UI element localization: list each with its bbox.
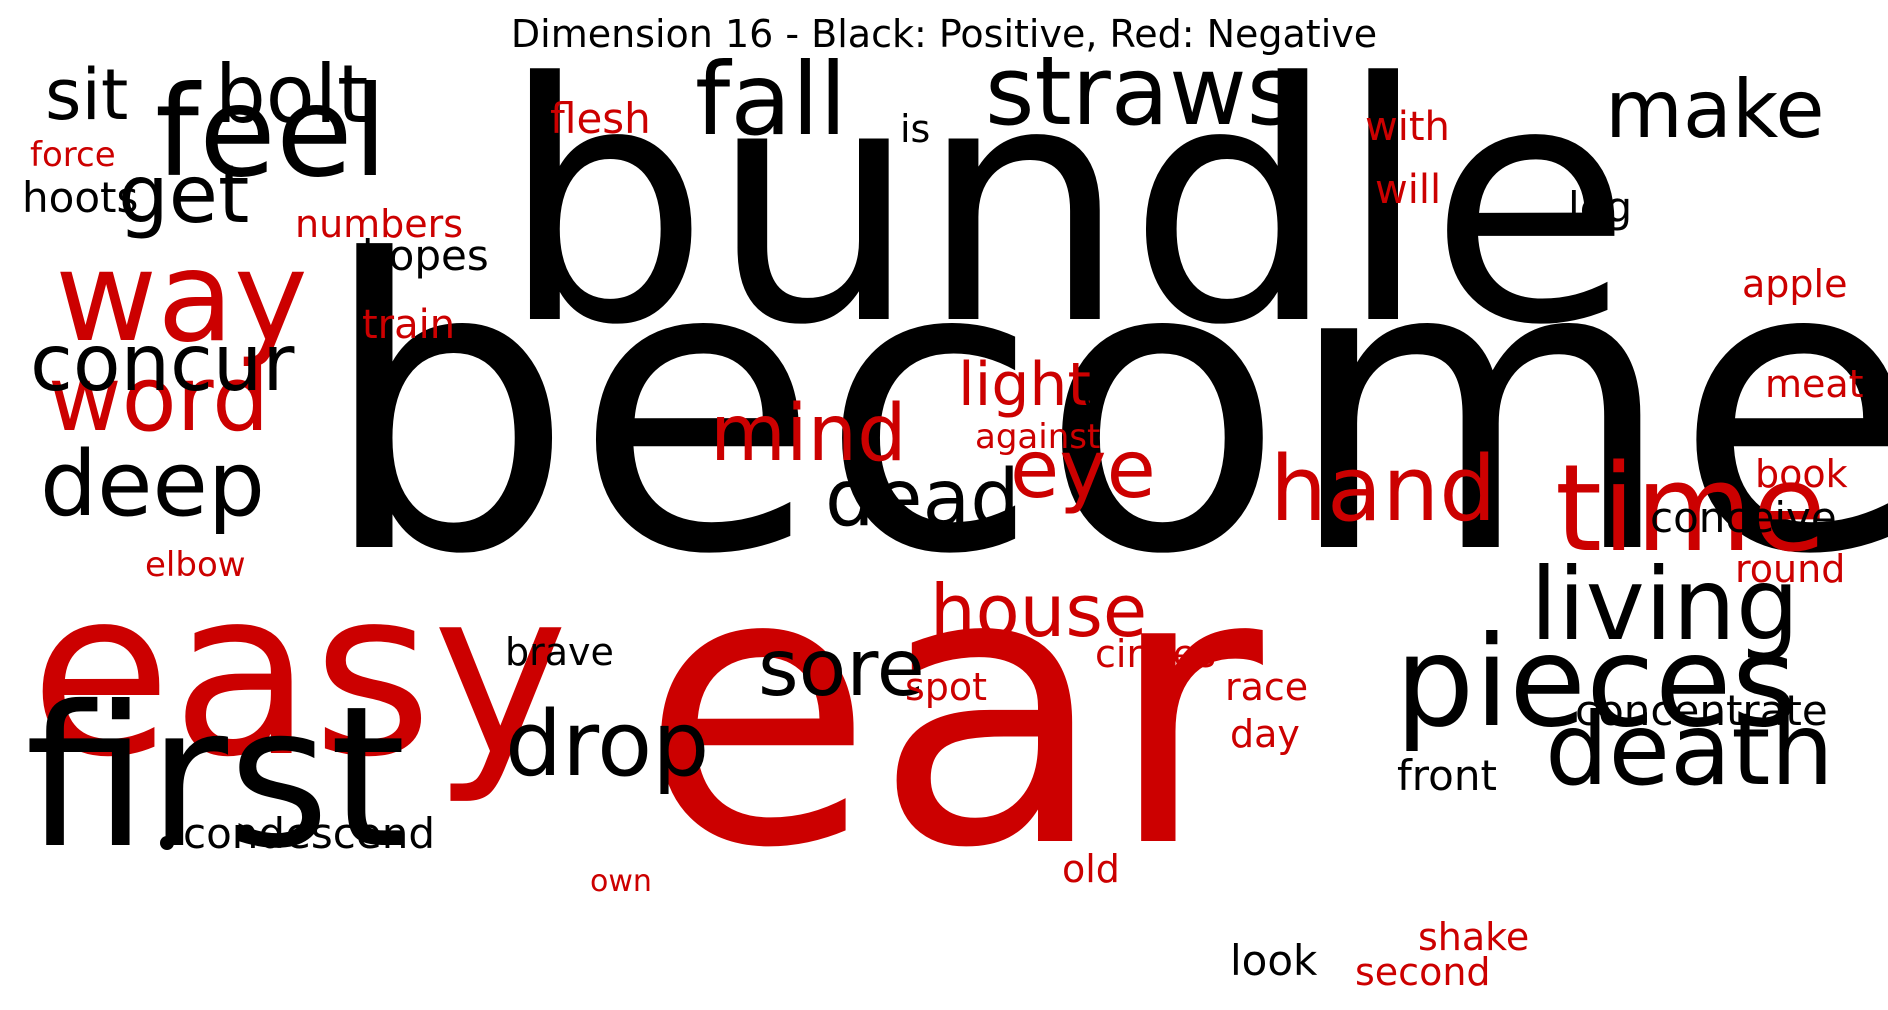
word-force: force [30,135,116,175]
word-will: will [1375,167,1442,213]
word-day: day [1230,712,1300,756]
word-hopes: hopes [362,231,489,280]
word-old: old [1062,847,1120,891]
word-hoots: hoots [22,173,139,222]
word-feel: feel [155,60,388,205]
word-with: with [1365,104,1450,150]
word-concentrate: concentrate [1575,686,1828,735]
word-condescend: condescend [183,809,435,858]
word-drop: drop [505,692,710,797]
word-elbow: elbow [145,545,246,585]
word-make: make [1605,63,1825,156]
word-race: race [1225,665,1309,709]
word-look: look [1230,936,1318,985]
word-first: first [25,664,407,891]
word-mind: mind [710,389,907,479]
word-brave: brave [505,630,614,674]
word-book: book [1755,452,1848,496]
word-train: train [362,302,456,348]
word-eye: eye [1010,423,1156,516]
word-get: get [118,148,250,241]
word-leg: leg [1568,183,1633,232]
word-straws: straws [985,37,1297,147]
word-flesh: flesh [550,94,651,143]
word-second: second [1355,950,1491,994]
word-way: way [55,225,308,370]
word-circles: circles [1095,632,1216,676]
word-death: death [1545,691,1834,808]
word-against: against [975,417,1101,457]
word-become: become [320,177,1888,642]
stray-dot-mark [160,836,174,850]
word-bolt: bolt [215,48,369,141]
word-ear: ear [640,488,1263,931]
word-hand: hand [1270,437,1497,542]
chart-title: Dimension 16 - Black: Positive, Red: Neg… [510,12,1378,56]
word-time: time [1555,440,1827,579]
word-easy: easy [30,541,569,808]
word-numbers: numbers [295,202,464,246]
word-word: word [48,347,270,452]
word-own: own [590,864,652,899]
word-living: living [1530,546,1800,663]
word-fall: fall [695,41,848,158]
word-round: round [1735,547,1846,591]
word-deep: deep [40,432,265,537]
word-shake: shake [1418,915,1530,959]
word-house: house [930,569,1148,653]
word-a: a [1083,372,1107,416]
word-sit: sit [45,54,129,136]
word-front: front [1397,751,1497,800]
word-apple: apple [1742,262,1848,306]
word-dead: dead [825,454,1020,544]
word-spot: spot [905,665,988,709]
word-is: is [900,107,931,151]
word-concur: concur [30,319,295,409]
word-light: light [958,350,1091,420]
word-bundle: bundle [500,13,1632,397]
word-conceive: conceive [1650,493,1837,542]
word-sore: sore [758,624,925,714]
word-meat: meat [1765,362,1864,406]
word-pieces: pieces [1395,610,1797,755]
